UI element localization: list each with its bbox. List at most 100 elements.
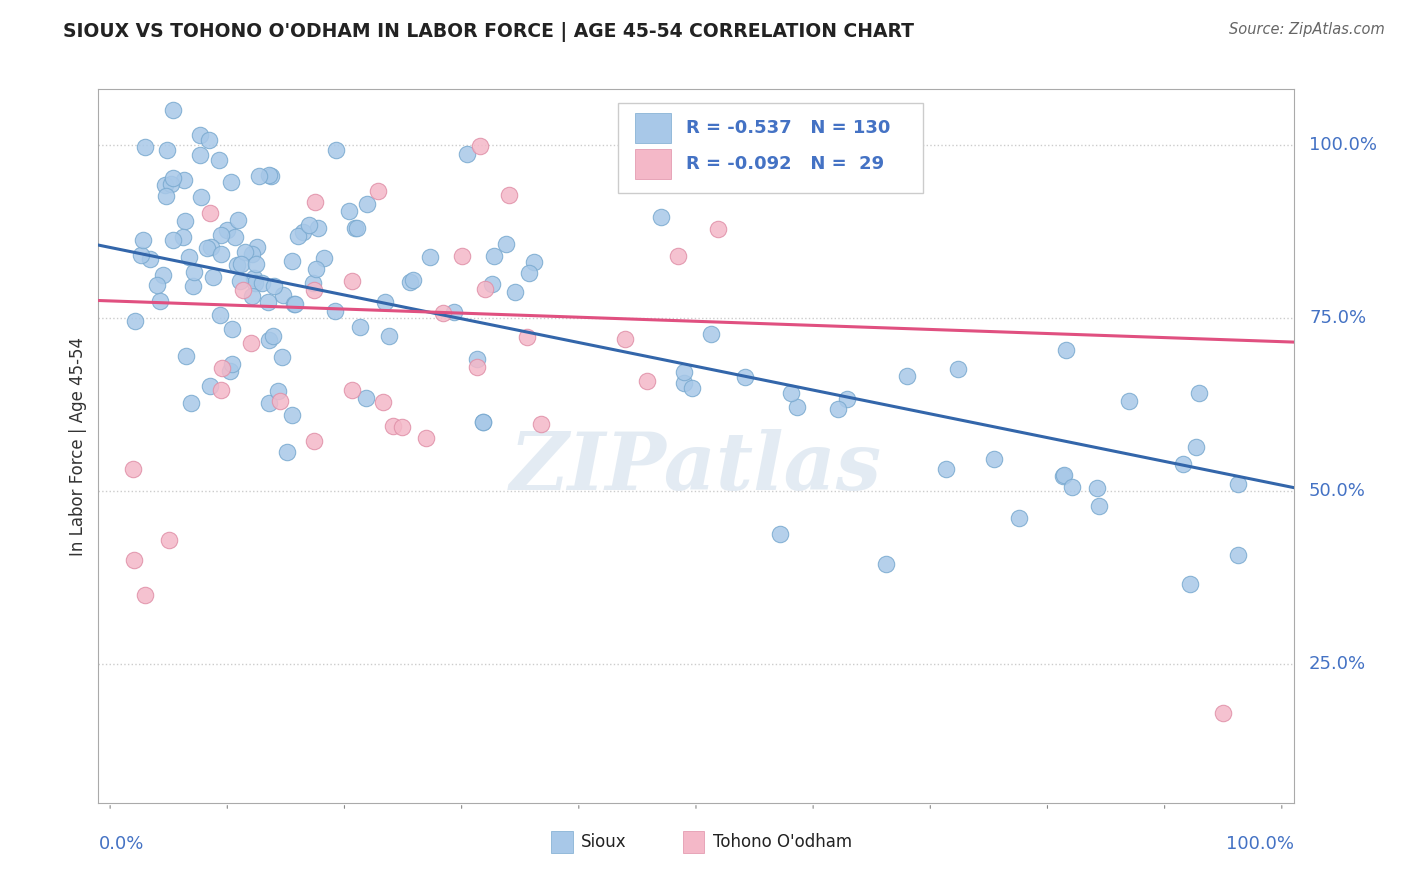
Point (468, 139, 491, 153)
Point (226, 213, 249, 227)
Point (666, 249, 689, 263)
Point (240, 289, 263, 303)
Point (208, 153, 231, 168)
Point (465, 360, 488, 375)
Point (174, 349, 197, 363)
Point (474, 281, 496, 295)
Point (1062, 480, 1084, 494)
Point (517, 266, 540, 280)
Point (827, 401, 849, 416)
Point (267, 384, 290, 398)
Point (325, 304, 347, 318)
Point (896, 369, 918, 384)
Point (371, 394, 394, 409)
Point (349, 319, 371, 334)
Point (875, 557, 897, 571)
Point (1185, 440, 1208, 454)
Point (243, 276, 266, 290)
Point (198, 133, 221, 147)
Point (226, 258, 249, 272)
Point (146, 277, 169, 292)
Point (188, 128, 211, 142)
Point (325, 143, 347, 157)
Point (472, 415, 495, 429)
Point (673, 376, 696, 391)
Text: Tohono O'odham: Tohono O'odham (713, 833, 852, 851)
Point (650, 210, 672, 224)
Point (399, 275, 422, 289)
Point (948, 361, 970, 376)
Point (523, 254, 546, 268)
Point (356, 391, 378, 405)
Point (180, 396, 202, 410)
Point (337, 204, 360, 219)
Point (259, 396, 281, 410)
Point (215, 223, 238, 237)
Point (482, 250, 505, 264)
Point (1178, 577, 1201, 591)
Point (287, 228, 309, 243)
Point (374, 295, 396, 310)
Point (1053, 468, 1076, 483)
FancyBboxPatch shape (551, 830, 572, 854)
Point (209, 247, 232, 261)
Point (302, 434, 325, 448)
Point (342, 383, 364, 397)
Point (498, 188, 520, 202)
Point (239, 335, 262, 350)
Point (245, 256, 267, 270)
Point (183, 265, 205, 279)
Point (636, 374, 658, 388)
Point (381, 418, 404, 433)
Point (443, 305, 465, 319)
Point (304, 195, 326, 210)
Point (835, 392, 858, 406)
Point (1085, 481, 1108, 495)
Point (1008, 511, 1031, 525)
Text: SIOUX VS TOHONO O'ODHAM IN LABOR FORCE | AGE 45-54 CORRELATION CHART: SIOUX VS TOHONO O'ODHAM IN LABOR FORCE |… (63, 22, 914, 42)
FancyBboxPatch shape (619, 103, 922, 193)
Point (307, 220, 329, 235)
Point (281, 254, 304, 268)
Point (262, 329, 284, 343)
Point (786, 401, 808, 415)
Point (356, 197, 378, 211)
Point (472, 415, 495, 429)
Point (195, 241, 218, 255)
Point (1171, 457, 1194, 471)
Point (229, 257, 252, 271)
Point (211, 361, 233, 376)
FancyBboxPatch shape (683, 830, 704, 854)
Point (681, 381, 703, 395)
Point (301, 277, 323, 291)
Point (200, 205, 222, 219)
Point (1087, 499, 1109, 513)
Point (530, 417, 553, 431)
Y-axis label: In Labor Force | Age 45-54: In Labor Force | Age 45-54 (69, 336, 87, 556)
Point (122, 553, 145, 567)
Point (432, 306, 454, 320)
Point (200, 240, 222, 254)
Point (378, 329, 401, 343)
Point (291, 225, 314, 239)
Point (503, 285, 526, 299)
Point (122, 462, 145, 476)
Point (391, 419, 413, 434)
Point (232, 283, 254, 297)
Point (157, 533, 180, 547)
Point (401, 273, 423, 287)
Point (481, 277, 503, 291)
Point (769, 527, 792, 541)
Point (298, 218, 321, 232)
FancyBboxPatch shape (636, 149, 671, 179)
Point (155, 178, 177, 192)
Point (983, 452, 1005, 467)
Point (177, 250, 200, 264)
Point (734, 370, 756, 384)
Point (219, 363, 242, 377)
Point (208, 308, 231, 322)
Point (124, 314, 146, 328)
Text: 75.0%: 75.0% (1309, 309, 1367, 326)
Point (173, 173, 195, 187)
Text: 25.0%: 25.0% (1309, 656, 1367, 673)
